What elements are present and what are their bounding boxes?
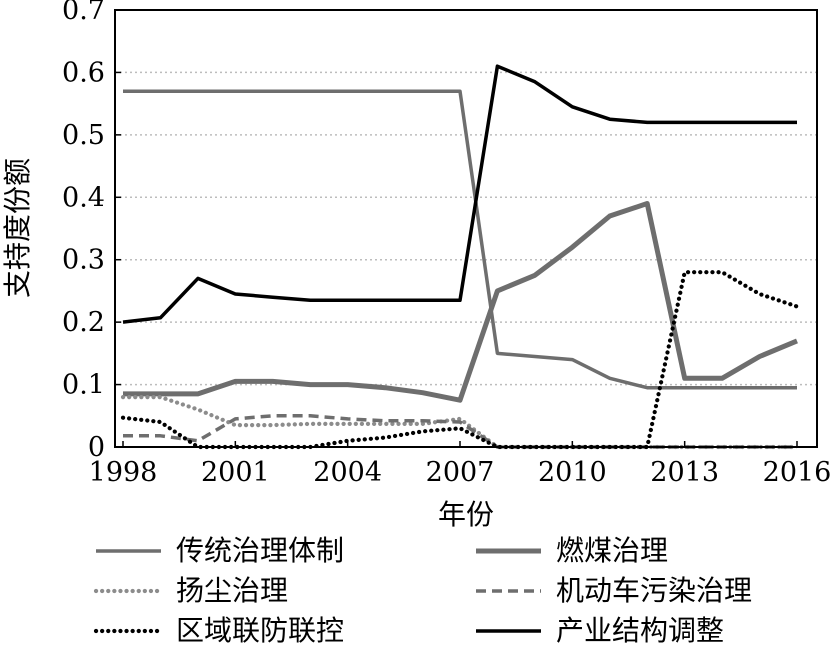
legend-label: 燃煤治理 (556, 534, 668, 567)
y-tick-label: 0.3 (62, 245, 105, 276)
x-tick-label: 2016 (763, 457, 830, 488)
legend-item: 机动车污染治理 (476, 574, 752, 607)
x-tick-label: 2004 (313, 457, 382, 488)
legend-label: 传统治理体制 (176, 534, 344, 567)
legend-label: 扬尘治理 (176, 574, 288, 607)
y-tick-label: 0 (88, 432, 105, 463)
series-line-5 (122, 64, 797, 324)
series-line-2 (120, 395, 800, 450)
x-axis-label: 年份 (438, 498, 494, 531)
x-tick-label: 2001 (201, 457, 270, 488)
series-lines (120, 64, 800, 450)
legend-label: 产业结构调整 (556, 614, 724, 647)
legend-item: 扬尘治理 (93, 574, 288, 607)
legend-item: 传统治理体制 (96, 534, 344, 567)
plot-frame (114, 9, 818, 448)
legend-item: 区域联防联控 (93, 614, 344, 647)
legend-label: 机动车污染治理 (556, 574, 752, 607)
grid-lines (115, 71, 817, 386)
y-tick-label: 0.7 (62, 0, 105, 26)
legend-label: 区域联防联控 (176, 614, 344, 647)
x-tick-label: 2010 (538, 457, 607, 488)
y-axis-label: 支持度份额 (1, 158, 34, 298)
y-tick-label: 0.2 (62, 307, 105, 338)
x-tick-label: 1998 (89, 457, 158, 488)
x-tick-label: 2013 (650, 457, 719, 488)
y-tick-label: 0.6 (62, 57, 105, 88)
legend-item: 产业结构调整 (476, 614, 724, 647)
legend-item: 燃煤治理 (476, 534, 668, 567)
series-line-1 (123, 201, 798, 403)
y-tick-label: 0.5 (62, 120, 105, 151)
axes: 0 0.1 0.2 0.3 0.4 0.5 0.6 0.7 1998 2001 2004 2007 20… (62, 0, 830, 488)
y-tick-label: 0.1 (62, 370, 105, 401)
series-line-0 (123, 89, 797, 390)
y-tick-label: 0.4 (62, 182, 105, 213)
series-line-3 (123, 414, 797, 449)
x-tick-label: 2007 (426, 457, 495, 488)
